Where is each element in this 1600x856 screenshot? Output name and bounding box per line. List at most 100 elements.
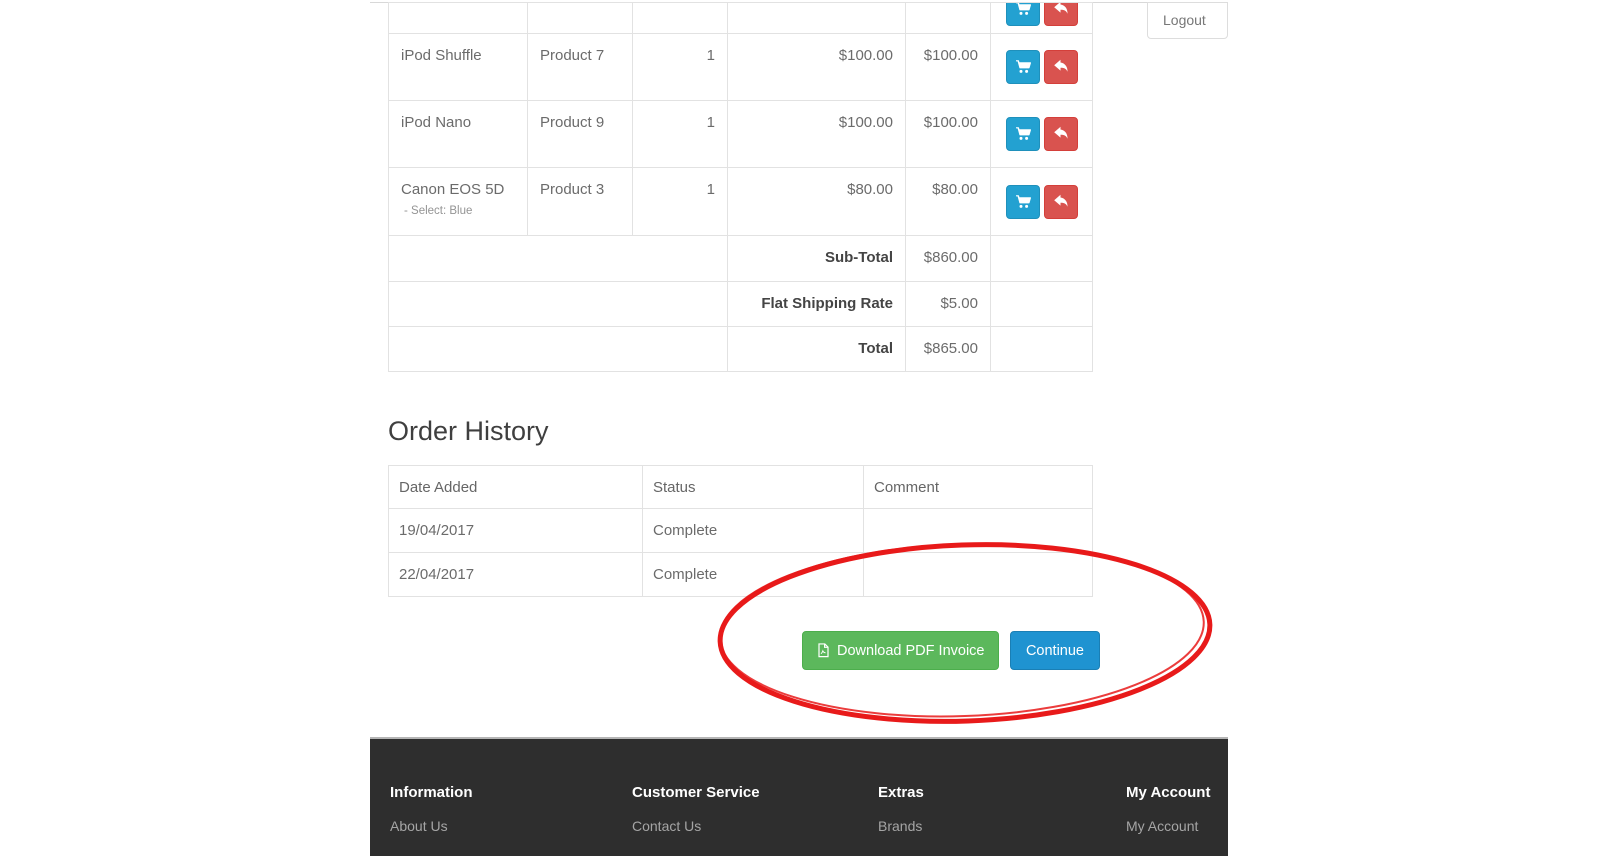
- history-status-cell: Complete: [642, 508, 864, 553]
- totals-value-cell: $865.00: [905, 326, 991, 372]
- cell-quantity: 1: [632, 100, 728, 168]
- return-arrow-icon: [1053, 194, 1068, 207]
- continue-button[interactable]: Continue: [1009, 631, 1100, 670]
- footer-heading: Information: [390, 784, 473, 801]
- cell-total: $100.00: [905, 33, 991, 101]
- cell-actions: [990, 33, 1093, 101]
- cell-total: $80.00: [905, 167, 991, 236]
- product-total: $100.00: [923, 114, 978, 131]
- order-items-table: iPod Shuffle Product 7 1 $100.00 $100.00…: [388, 2, 1093, 372]
- footer-heading: Extras: [878, 784, 924, 801]
- return-button[interactable]: [1043, 117, 1078, 151]
- cell-product-name: [388, 2, 528, 34]
- table-row-cut-off: [388, 2, 1093, 34]
- cell-actions: [990, 167, 1093, 236]
- return-button[interactable]: [1043, 184, 1078, 219]
- footer-link-about-us[interactable]: About Us: [390, 818, 448, 834]
- product-name: Canon EOS 5D: [401, 181, 505, 198]
- history-header-row: Date Added Status Comment: [388, 465, 1093, 509]
- totals-label: Sub-Total: [824, 249, 893, 266]
- shopping-cart-icon: [1015, 194, 1031, 208]
- footer-heading: Customer Service: [632, 784, 760, 801]
- history-status-cell: Complete: [642, 552, 864, 597]
- totals-row: Total $865.00: [388, 326, 1093, 372]
- history-col-status: Status: [642, 465, 864, 509]
- totals-label-cell: Flat Shipping Rate: [727, 281, 906, 327]
- totals-value-cell: $860.00: [905, 235, 991, 282]
- totals-value: $5.00: [940, 295, 978, 312]
- cell-quantity: 1: [632, 33, 728, 101]
- totals-empty-cell: [990, 281, 1093, 327]
- history-row: 22/04/2017 Complete: [388, 552, 1093, 597]
- product-name: iPod Shuffle: [401, 47, 482, 64]
- logout-label: Logout: [1163, 12, 1206, 28]
- history-col-date-added: Date Added: [388, 465, 643, 509]
- history-row: 19/04/2017 Complete: [388, 508, 1093, 553]
- totals-spacer-cell: [388, 281, 728, 327]
- return-arrow-icon: [1053, 59, 1068, 72]
- clipped-buttons: [992, 3, 1092, 27]
- history-col-comment: Comment: [863, 465, 1093, 509]
- order-actions-bar: Download PDF Invoice Continue: [388, 631, 1100, 670]
- shopping-cart-icon: [1015, 60, 1031, 73]
- history-comment-cell: [863, 508, 1093, 553]
- totals-empty-cell: [990, 235, 1093, 282]
- cell-total: [905, 2, 991, 34]
- product-price: $80.00: [847, 181, 893, 198]
- cell-price: $100.00: [727, 100, 906, 168]
- order-history-title: Order History: [388, 416, 549, 446]
- product-model: Product 9: [540, 114, 605, 131]
- cell-model: Product 7: [527, 33, 633, 101]
- totals-value: $865.00: [923, 340, 978, 357]
- return-arrow-icon: [1053, 126, 1068, 139]
- totals-row: Flat Shipping Rate $5.00: [388, 281, 1093, 327]
- cell-model: Product 9: [527, 100, 633, 168]
- footer: Information About Us Customer Service Co…: [370, 737, 1228, 856]
- totals-value-cell: $5.00: [905, 281, 991, 327]
- footer-heading: My Account: [1126, 784, 1211, 801]
- cell-price: $80.00: [727, 167, 906, 236]
- footer-link-my-account[interactable]: My Account: [1126, 818, 1199, 834]
- product-model: Product 7: [540, 47, 605, 64]
- shopping-cart-icon: [1017, 3, 1031, 15]
- file-pdf-icon: [818, 643, 829, 658]
- history-date-cell: 22/04/2017: [388, 552, 643, 597]
- product-name: iPod Nano: [401, 114, 472, 131]
- footer-link-contact-us[interactable]: Contact Us: [632, 818, 702, 834]
- footer-link-brands[interactable]: Brands: [878, 818, 923, 834]
- cell-price: $100.00: [727, 33, 906, 101]
- history-comment-cell: [863, 552, 1093, 597]
- totals-label-cell: Sub-Total: [727, 235, 906, 282]
- return-button[interactable]: [1043, 3, 1078, 26]
- reorder-button[interactable]: [1005, 117, 1040, 151]
- product-quantity: 1: [706, 114, 715, 131]
- product-quantity: 1: [706, 181, 715, 198]
- download-pdf-invoice-label: Download PDF Invoice: [837, 642, 985, 659]
- reorder-button[interactable]: [1005, 50, 1040, 84]
- product-model: Product 3: [540, 181, 605, 198]
- return-button[interactable]: [1043, 50, 1078, 84]
- sidebar-item-logout[interactable]: Logout: [1147, 2, 1228, 39]
- cell-total: $100.00: [905, 100, 991, 168]
- order-history-table: Date Added Status Comment 19/04/2017 Com…: [388, 465, 1093, 597]
- cell-product-name: Canon EOS 5D - Select: Blue: [388, 167, 528, 236]
- totals-label-cell: Total: [727, 326, 906, 372]
- product-total: $100.00: [923, 47, 978, 64]
- reorder-button[interactable]: [1005, 184, 1040, 219]
- cell-quantity: 1: [632, 167, 728, 236]
- return-arrow-icon: [1053, 3, 1068, 14]
- cell-model: [527, 2, 633, 34]
- product-price: $100.00: [838, 114, 893, 131]
- table-row: Canon EOS 5D - Select: Blue Product 3 1 …: [388, 167, 1093, 236]
- product-option: - Select: Blue: [404, 205, 473, 217]
- totals-label: Flat Shipping Rate: [761, 295, 893, 312]
- cell-model: Product 3: [527, 167, 633, 236]
- download-pdf-invoice-button[interactable]: Download PDF Invoice: [802, 631, 999, 670]
- table-row: iPod Nano Product 9 1 $100.00 $100.00: [388, 100, 1093, 168]
- product-total: $80.00: [932, 181, 978, 198]
- cell-actions: [990, 100, 1093, 168]
- reorder-button[interactable]: [1005, 3, 1040, 26]
- totals-value: $860.00: [923, 249, 978, 266]
- cell-quantity: [632, 2, 728, 34]
